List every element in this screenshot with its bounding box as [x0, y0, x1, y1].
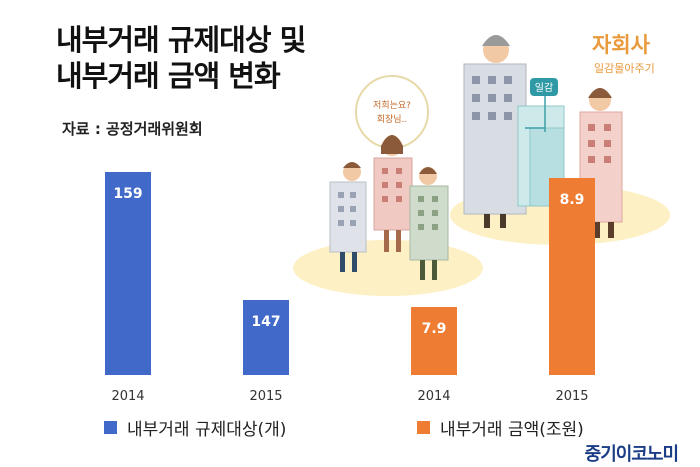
chart-title: 내부거래 규제대상 및 내부거래 금액 변화	[56, 22, 306, 94]
work-tag	[530, 78, 558, 96]
source-note: 자료 : 공정거래위원회	[62, 120, 203, 138]
title-line-2: 내부거래 금액 변화	[56, 59, 281, 93]
legend-right: 내부거래 금액(조원)	[417, 415, 584, 440]
bar-1-2014	[411, 307, 457, 375]
bar-value-label: 8.9	[560, 192, 585, 208]
company-label: 자회사	[592, 33, 651, 57]
legend-swatch-count	[104, 421, 117, 434]
person-left-3	[409, 167, 449, 280]
legend-label-amount: 내부거래 금액(조원)	[440, 420, 584, 440]
speech-line-2: 회장님..	[377, 114, 408, 125]
title-line-1: 내부거래 규제대상 및	[56, 23, 306, 57]
person-chairman	[463, 35, 527, 228]
company-sublabel: 일감몰아주기	[594, 61, 655, 75]
brand-logo: 중기이코노미	[584, 444, 679, 465]
legend-swatch-amount	[417, 421, 430, 434]
bar-0-2014	[105, 172, 151, 375]
speech-line-1: 저희는요?	[373, 99, 411, 111]
x-tick-label: 2014	[417, 389, 450, 404]
bar-1-2015	[549, 178, 595, 375]
person-left-1	[329, 162, 367, 272]
bar-value-label: 7.9	[422, 321, 447, 337]
legend-label-count: 내부거래 규제대상(개)	[127, 420, 287, 440]
x-tick-label: 2015	[555, 389, 588, 404]
work-tag-label: 일감	[535, 82, 553, 94]
x-tick-label: 2015	[249, 389, 282, 404]
bar-value-label: 159	[113, 186, 142, 202]
bar-0-2015	[243, 300, 289, 375]
legend-left: 내부거래 규제대상(개)	[104, 415, 286, 440]
bar-value-label: 147	[251, 314, 280, 330]
x-tick-label: 2014	[111, 389, 144, 404]
